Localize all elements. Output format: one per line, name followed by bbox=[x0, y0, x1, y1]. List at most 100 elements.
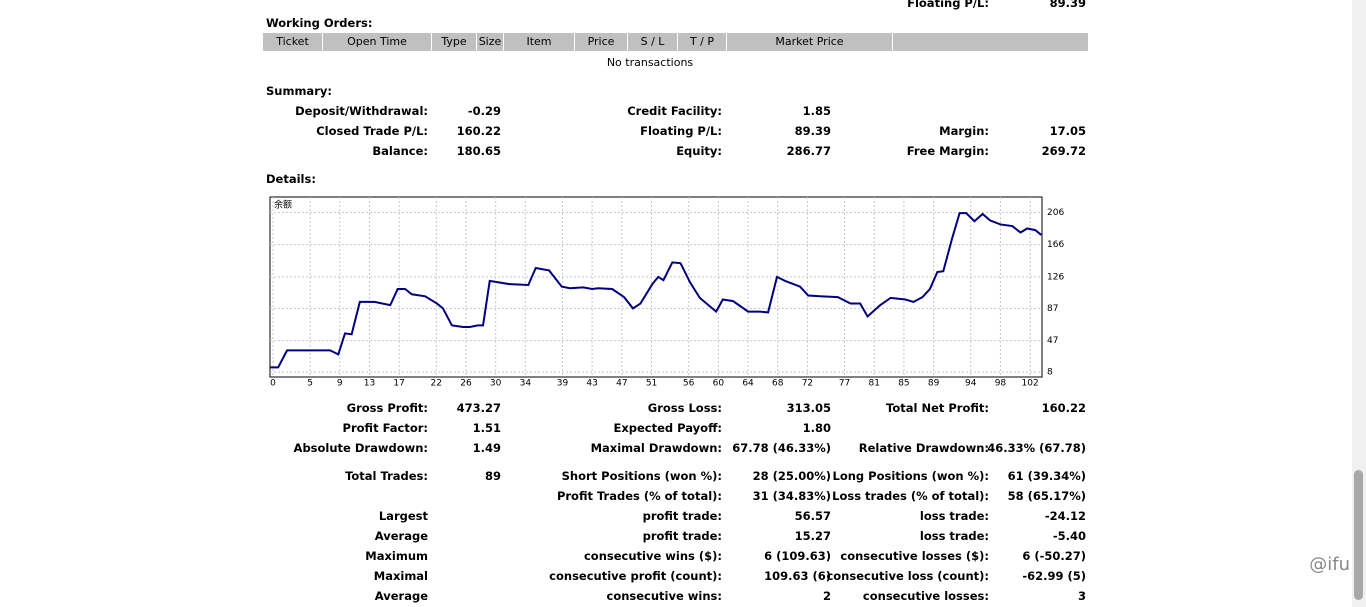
row-value: 89.39 bbox=[1049, 0, 1086, 10]
x-tick-label: 34 bbox=[520, 379, 532, 389]
row-label: Short Positions (won %): bbox=[561, 469, 722, 483]
column-header: Ticket bbox=[263, 33, 323, 51]
column-header: Size bbox=[477, 33, 504, 51]
row-value: 17.05 bbox=[1049, 124, 1086, 138]
row-label: loss trade: bbox=[919, 509, 989, 523]
balance-chart: 0 5 9 13 17 22 26 30 34 39 43 47 51 56 60 64 68 72 77 81 85 8… bbox=[269, 196, 1064, 389]
row-label: Gross Loss: bbox=[647, 401, 722, 415]
x-tick-label: 51 bbox=[646, 379, 657, 389]
row-value: -5.40 bbox=[1052, 529, 1086, 543]
row-value: 180.65 bbox=[456, 144, 501, 158]
row-label: Average bbox=[374, 589, 428, 603]
row-label: Expected Payoff: bbox=[613, 421, 723, 435]
row-label: Floating P/L: bbox=[640, 124, 722, 138]
row-value: 89 bbox=[484, 469, 501, 483]
row-label: profit trade: bbox=[642, 509, 722, 523]
row-label: profit trade: bbox=[642, 529, 722, 543]
row-label: consecutive profit (count): bbox=[549, 569, 722, 583]
scrollbar-thumb[interactable] bbox=[1354, 470, 1363, 600]
row-label: Balance: bbox=[372, 144, 428, 158]
column-header-blank bbox=[893, 33, 1089, 51]
column-header: Open Time bbox=[323, 33, 432, 51]
y-tick-label: 166 bbox=[1047, 240, 1064, 250]
x-tick-label: 13 bbox=[364, 379, 375, 389]
row-value: 58 (65.17%) bbox=[1007, 489, 1086, 503]
row-label: Maximal Drawdown: bbox=[590, 441, 722, 455]
section-title: Details: bbox=[266, 172, 316, 186]
empty-message: No transactions bbox=[606, 56, 694, 69]
section-title: Working Orders: bbox=[266, 16, 373, 30]
x-tick-label: 47 bbox=[616, 379, 627, 389]
row-value: 313.05 bbox=[786, 401, 831, 415]
row-label: consecutive wins: bbox=[606, 589, 723, 603]
x-tick-label: 5 bbox=[307, 379, 313, 389]
row-value: 160.22 bbox=[1041, 401, 1086, 415]
row-label: Average bbox=[374, 529, 428, 543]
column-header: Price bbox=[575, 33, 628, 51]
row-value: 46.33% (67.78) bbox=[987, 441, 1086, 455]
section-title: Summary: bbox=[266, 84, 332, 98]
row-label: Relative Drawdown: bbox=[858, 441, 989, 455]
row-value: 160.22 bbox=[456, 124, 501, 138]
x-tick-label: 39 bbox=[557, 379, 569, 389]
column-header: T / P bbox=[678, 33, 727, 51]
x-tick-label: 89 bbox=[928, 379, 940, 389]
row-value: 269.72 bbox=[1041, 144, 1086, 158]
row-label: Deposit/Withdrawal: bbox=[295, 104, 428, 118]
row-label: Maximal bbox=[373, 569, 428, 583]
row-value: 56.57 bbox=[794, 509, 831, 523]
legend-label: 余额 bbox=[274, 199, 292, 211]
y-tick-label: 126 bbox=[1047, 272, 1064, 282]
x-tick-label: 60 bbox=[713, 379, 725, 389]
row-value: 109.63 (6) bbox=[764, 569, 831, 583]
y-tick-label: 87 bbox=[1047, 304, 1058, 314]
row-label: Profit Factor: bbox=[342, 421, 428, 435]
row-label: Absolute Drawdown: bbox=[293, 441, 428, 455]
x-tick-label: 81 bbox=[869, 379, 880, 389]
row-value: 6 (109.63) bbox=[764, 549, 831, 563]
y-tick-label: 206 bbox=[1047, 208, 1064, 218]
x-tick-label: 72 bbox=[802, 379, 813, 389]
row-label: Margin: bbox=[939, 124, 989, 138]
row-value: 473.27 bbox=[456, 401, 501, 415]
row-value: 6 (-50.27) bbox=[1022, 549, 1086, 563]
column-header: Item bbox=[504, 33, 575, 51]
x-tick-label: 22 bbox=[431, 379, 442, 389]
row-label: Credit Facility: bbox=[627, 104, 722, 118]
column-header: Market Price bbox=[727, 33, 893, 51]
row-value: 61 (39.34%) bbox=[1007, 469, 1086, 483]
x-tick-label: 26 bbox=[460, 379, 472, 389]
x-tick-label: 17 bbox=[393, 379, 404, 389]
row-value: 1.49 bbox=[472, 441, 501, 455]
row-value: 286.77 bbox=[786, 144, 831, 158]
row-label: consecutive losses: bbox=[862, 589, 989, 603]
row-label: Floating P/L: bbox=[907, 0, 989, 10]
row-value: -0.29 bbox=[467, 104, 501, 118]
x-tick-label: 77 bbox=[839, 379, 850, 389]
row-label: consecutive wins ($): bbox=[583, 549, 722, 563]
row-value: 28 (25.00%) bbox=[752, 469, 831, 483]
row-label: Total Trades: bbox=[345, 469, 428, 483]
x-tick-label: 68 bbox=[772, 379, 784, 389]
balance-line bbox=[270, 212, 1042, 369]
row-label: Largest bbox=[378, 509, 428, 523]
plot-frame bbox=[269, 196, 1043, 378]
x-tick-label: 43 bbox=[586, 379, 597, 389]
column-header: S / L bbox=[628, 33, 678, 51]
x-tick-label: 102 bbox=[1022, 379, 1039, 389]
row-label: consecutive losses ($): bbox=[840, 549, 989, 563]
row-value: -24.12 bbox=[1044, 509, 1086, 523]
x-tick-label: 9 bbox=[337, 379, 343, 389]
row-label: Equity: bbox=[676, 144, 722, 158]
row-value: 1.85 bbox=[802, 104, 831, 118]
y-tick-label: 47 bbox=[1047, 336, 1058, 346]
row-label: Maximum bbox=[365, 549, 428, 563]
row-value: 89.39 bbox=[794, 124, 831, 138]
scrollbar[interactable] bbox=[1352, 0, 1366, 607]
x-tick-label: 56 bbox=[683, 379, 695, 389]
row-value: 3 bbox=[1077, 589, 1086, 603]
row-label: loss trade: bbox=[919, 529, 989, 543]
row-value: 67.78 (46.33%) bbox=[732, 441, 831, 455]
watermark: @ifu bbox=[1309, 554, 1350, 575]
